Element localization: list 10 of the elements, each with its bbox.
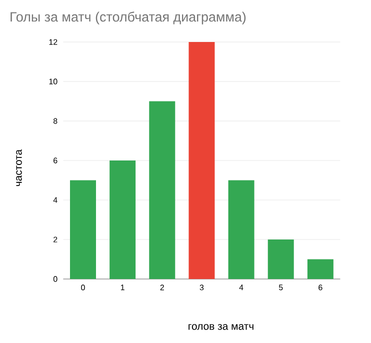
y-axis-title: частота [16,149,22,186]
bar [268,240,294,279]
x-axis-title: голов за матч [188,324,254,330]
bar [307,259,334,279]
bar [70,180,96,279]
bar [110,160,136,279]
chart-title: Голы за матч (столбчатая диаграмма) [10,12,246,24]
bar [228,180,254,279]
bar [188,42,215,279]
bar [149,101,176,279]
